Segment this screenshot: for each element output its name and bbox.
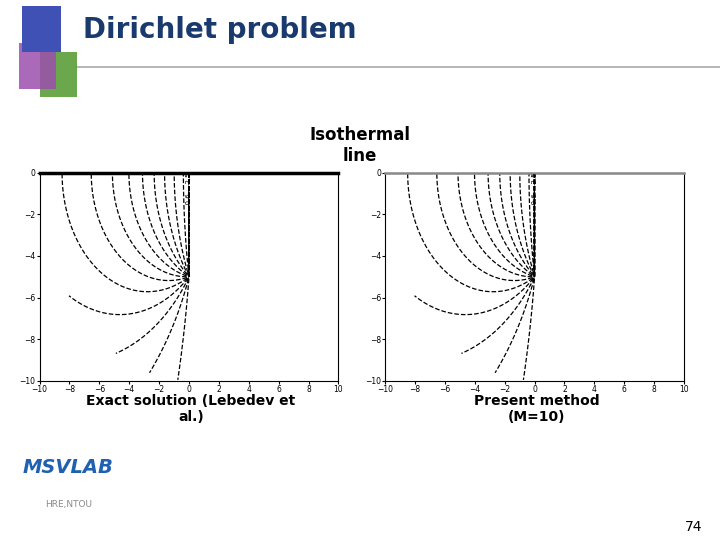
Bar	[40, 52, 77, 97]
Bar	[22, 6, 61, 52]
Text: -0.6: -0.6	[186, 193, 192, 206]
Text: -2.5: -2.5	[186, 171, 192, 185]
Text: Exact solution (Lebedev et
al.): Exact solution (Lebedev et al.)	[86, 394, 295, 424]
Text: Present method
(M=10): Present method (M=10)	[474, 394, 599, 424]
Text: Dirichlet problem: Dirichlet problem	[83, 16, 356, 44]
Text: Isothermal
line: Isothermal line	[310, 126, 410, 165]
Text: 74: 74	[685, 519, 702, 534]
Text: -0.6: -0.6	[531, 193, 538, 206]
Text: -2.5: -2.5	[531, 171, 537, 185]
Text: HRE,NTOU: HRE,NTOU	[45, 500, 92, 509]
Text: MSVLAB: MSVLAB	[23, 457, 114, 477]
Bar	[19, 43, 56, 89]
